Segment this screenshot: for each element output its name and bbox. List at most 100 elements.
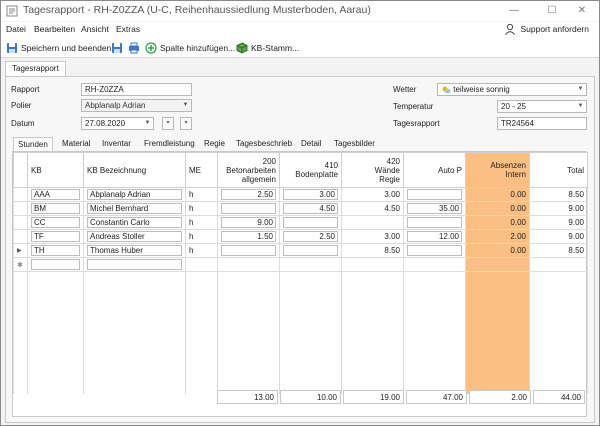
kb-cell[interactable]: AAA [31, 189, 80, 200]
absenzen-cell[interactable]: 0.00 [465, 243, 530, 258]
me-cell[interactable]: h [185, 229, 218, 244]
tab-tagesbilder[interactable]: Tagesbilder [334, 139, 375, 148]
c420-cell[interactable]: 4.50 [341, 201, 404, 216]
wetter-select[interactable]: teilweise sonnig ▼ [437, 83, 587, 96]
tab-tagesrapport[interactable]: Tagesrapport [5, 61, 66, 76]
tagesrapport-field[interactable]: TR24564 [497, 117, 587, 130]
kb-cell[interactable]: CC [31, 217, 80, 228]
tab-stunden[interactable]: Stunden [13, 137, 53, 151]
c200-cell[interactable]: 1.50 [221, 231, 276, 242]
tab-inventar[interactable]: Inventar [102, 139, 131, 148]
new-bezeichnung-cell[interactable] [87, 259, 182, 270]
kb-master-button[interactable]: KB-Stamm... [236, 41, 299, 55]
kb-master-label: KB-Stamm... [251, 43, 300, 53]
date-increment-button[interactable]: ▾ [180, 117, 192, 130]
tab-detail[interactable]: Detail [301, 139, 322, 148]
c410-cell[interactable] [283, 217, 338, 228]
kb-cell[interactable]: BM [31, 203, 80, 214]
kb-cell[interactable]: TF [31, 231, 80, 242]
tab-material[interactable]: Material [62, 139, 91, 148]
c420-cell[interactable]: 8.50 [341, 243, 404, 258]
bezeichnung-cell[interactable]: Andreas Stoller [87, 231, 182, 242]
tab-fremdleistung[interactable]: Fremdleistung [144, 139, 195, 148]
new-kb-cell[interactable] [31, 259, 80, 270]
absenzen-cell[interactable]: 0.00 [465, 187, 530, 202]
menu-ansicht[interactable]: Ansicht [81, 24, 109, 34]
tab-tagesbeschrieb[interactable]: Tagesbeschrieb [236, 139, 293, 148]
menu-extras[interactable]: Extras [116, 24, 141, 34]
table-row[interactable]: BM Michel Bernhard h 4.50 4.50 35.00 0.0… [13, 201, 588, 216]
polier-select[interactable]: Abplanalp Adrian ▼ [81, 99, 192, 112]
c410-cell[interactable]: 3.00 [283, 189, 338, 200]
kb-cell[interactable]: TH [31, 245, 80, 256]
col-200-betonarbeiten[interactable]: 200 Betonarbeiten allgemein [217, 152, 280, 188]
me-cell[interactable]: h [185, 215, 218, 230]
new-absenzen-cell[interactable] [465, 257, 530, 272]
absenzen-cell[interactable]: 2.00 [465, 229, 530, 244]
autop-cell[interactable]: 35.00 [407, 203, 462, 214]
c410-cell[interactable] [283, 245, 338, 256]
menu-bearbeiten[interactable]: Bearbeiten [34, 24, 76, 34]
c200-cell[interactable] [221, 245, 276, 256]
c200-cell[interactable]: 2.50 [221, 189, 276, 200]
c420-cell[interactable]: 3.00 [341, 187, 404, 202]
total-total: 44.00 [533, 390, 585, 404]
close-button[interactable]: ✕ [577, 5, 587, 16]
save-button[interactable] [111, 41, 123, 55]
bezeichnung-cell[interactable]: Abplanalp Adrian [87, 189, 182, 200]
menu-datei[interactable]: Datei [6, 24, 26, 34]
table-row[interactable]: TF Andreas Stoller h 1.50 2.50 3.00 12.0… [13, 229, 588, 244]
save-close-button[interactable]: Speichern und beenden [6, 41, 111, 55]
autop-cell[interactable] [407, 245, 462, 256]
add-column-button[interactable]: Spalte hinzufügen... [145, 41, 235, 55]
autop-cell[interactable] [407, 189, 462, 200]
me-cell[interactable]: h [185, 187, 218, 202]
datum-field[interactable]: 27.08.2020 ▼ [81, 117, 154, 130]
table-row-current[interactable]: ▶ TH Thomas Huber h 8.50 0.00 8.50 [13, 243, 588, 258]
print-button[interactable] [128, 41, 140, 55]
col-kb[interactable]: KB [27, 152, 84, 188]
new-c410-cell[interactable] [279, 257, 342, 272]
support-button[interactable]: Support anfordern [504, 23, 589, 35]
autop-cell[interactable] [407, 217, 462, 228]
new-c420-cell[interactable] [341, 257, 404, 272]
me-cell[interactable]: h [185, 201, 218, 216]
maximize-button[interactable]: ☐ [547, 5, 557, 16]
col-absenzen-intern[interactable]: Absenzen Intern [465, 152, 530, 188]
c420-cell[interactable]: 3.00 [341, 229, 404, 244]
new-c200-cell[interactable] [217, 257, 280, 272]
bezeichnung-cell[interactable]: Thomas Huber [87, 245, 182, 256]
absenzen-cell[interactable]: 0.00 [465, 215, 530, 230]
c200-cell[interactable]: 9.00 [221, 217, 276, 228]
col-410-bodenplatte[interactable]: 410 Bodenplatte [279, 152, 342, 188]
rapport-field[interactable]: RH-Z0ZZA [81, 83, 192, 96]
me-cell[interactable]: h [185, 243, 218, 258]
autop-cell[interactable]: 12.00 [407, 231, 462, 242]
minimize-button[interactable]: — [509, 5, 519, 16]
c420-cell[interactable] [341, 215, 404, 230]
wetter-value: teilweise sonnig [453, 85, 510, 94]
absenzen-cell[interactable]: 0.00 [465, 201, 530, 216]
new-row[interactable]: ✱ [13, 257, 588, 272]
total-410: 10.00 [280, 390, 341, 404]
tab-regie[interactable]: Regie [204, 139, 225, 148]
col-420-waende-regie[interactable]: 420 Wände Regie [341, 152, 404, 188]
datum-label: Datum [11, 119, 35, 128]
partly-sunny-icon [441, 85, 451, 94]
table-row[interactable]: CC Constantin Carlo h 9.00 0.00 9.00 [13, 215, 588, 230]
bezeichnung-cell[interactable]: Constantin Carlo [87, 217, 182, 228]
col-auto-p[interactable]: Auto P [403, 152, 466, 188]
col-bezeichnung[interactable]: KB Bezeichnung [83, 152, 186, 188]
new-autop-cell[interactable] [403, 257, 466, 272]
col-me[interactable]: ME [185, 152, 218, 188]
new-me-cell[interactable] [185, 257, 218, 272]
table-row[interactable]: AAA Abplanalp Adrian h 2.50 3.00 3.00 0.… [13, 187, 588, 202]
bezeichnung-cell[interactable]: Michel Bernhard [87, 203, 182, 214]
col-total[interactable]: Total [529, 152, 588, 188]
c410-cell[interactable]: 2.50 [283, 231, 338, 242]
c200-cell[interactable] [221, 203, 276, 214]
toolbar: Speichern und beenden Spalte hinzufügen.… [1, 38, 599, 58]
temperatur-select[interactable]: 20 - 25 ▼ [497, 100, 587, 113]
date-decrement-button[interactable]: ▾ [162, 117, 174, 130]
c410-cell[interactable]: 4.50 [283, 203, 338, 214]
